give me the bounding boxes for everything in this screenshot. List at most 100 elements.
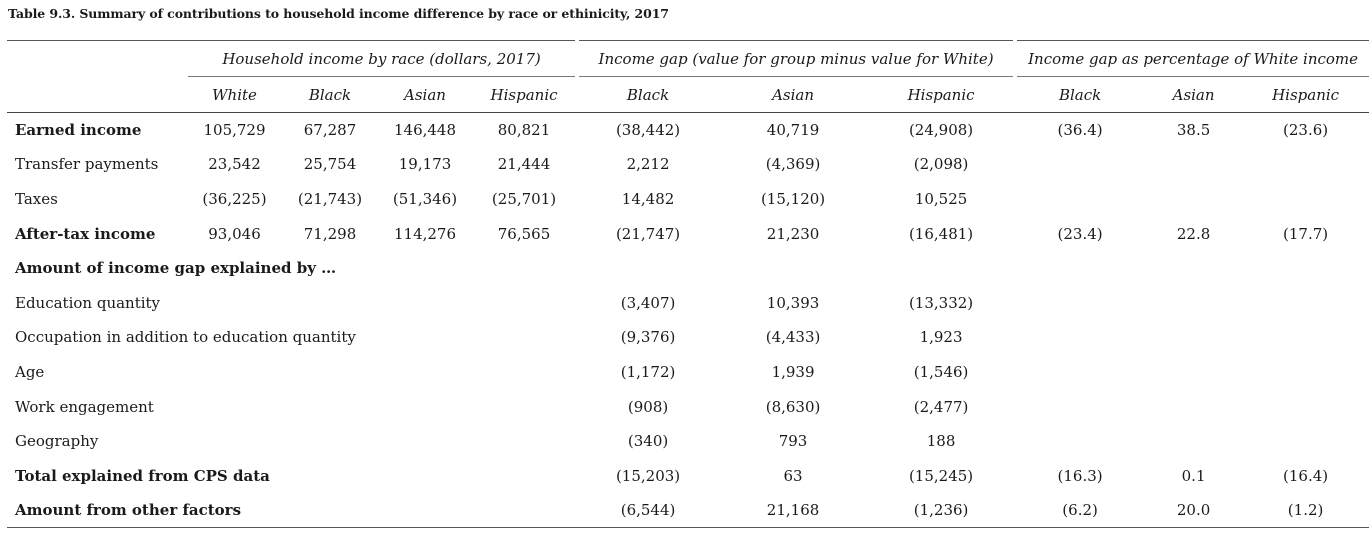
table-cell: 63 — [783, 466, 803, 485]
table-row: After-tax income 93,046 71,298 114,276 76,56… — [7, 216, 1369, 251]
table-cell — [1145, 355, 1242, 390]
table-cell: 1,939 — [771, 362, 815, 381]
table-cell: (38,442) — [615, 121, 681, 140]
col-header-gap-black: Black — [577, 76, 720, 113]
col-header-gap-asian: Asian — [719, 76, 868, 113]
row-label: Work engagement — [15, 397, 154, 416]
table-body: Earned income 105,729 67,287 146,448 80,821 (… — [7, 113, 1370, 529]
table-cell — [471, 458, 577, 493]
table-cell: (21,743) — [297, 189, 363, 208]
table-cell: (8,630) — [765, 397, 821, 416]
table-cell: (24,908) — [908, 121, 974, 140]
table-cell: (23.6) — [1283, 121, 1329, 140]
table-cell: 21,168 — [719, 493, 868, 529]
table-cell — [379, 424, 471, 459]
table-row: Total explained from CPS data (15,203) 63 (… — [7, 458, 1369, 493]
row-label: Amount of income gap explained by … — [15, 259, 337, 278]
table-cell — [1242, 285, 1369, 320]
table-cell — [471, 424, 577, 459]
table-cell: (51,346) — [392, 189, 458, 208]
table-cell: 38.5 — [1176, 121, 1211, 140]
table-cell — [379, 458, 471, 493]
table-cell: 105,729 — [203, 121, 266, 140]
row-label: Earned income — [15, 121, 142, 140]
table-cell — [188, 285, 281, 320]
table-cell — [281, 285, 379, 320]
table-cell — [281, 389, 379, 424]
table-cell — [471, 251, 577, 286]
table-row: Earned income 105,729 67,287 146,448 80,821 (… — [7, 113, 1369, 148]
table-cell: 80,821 — [497, 121, 551, 140]
table-cell: (9,376) — [620, 328, 676, 347]
table-cell: (1,236) — [867, 493, 1016, 529]
table-cell — [1015, 251, 1145, 286]
col-header-asian: Asian — [379, 76, 471, 113]
table-cell: 793 — [778, 432, 808, 451]
table-cell — [471, 320, 577, 355]
table-row: Transfer payments 23,542 25,754 19,173 21,44… — [7, 147, 1369, 182]
table-cell: (6.2) — [1015, 493, 1146, 529]
table-cell — [1145, 424, 1242, 459]
table-cell — [188, 355, 281, 390]
table-cell: (3,407) — [620, 293, 676, 312]
table-cell: (340) — [627, 432, 669, 451]
table-cell: 67,287 — [303, 121, 357, 140]
table-cell — [1242, 182, 1369, 217]
table-cell: (6,544) — [577, 493, 720, 529]
table-cell — [188, 493, 281, 529]
empty-corner — [7, 40, 188, 77]
table-cell: 19,173 — [398, 155, 452, 174]
table-cell: (36,225) — [202, 189, 267, 208]
col-header-hispanic: Hispanic — [471, 76, 578, 113]
table-cell — [1145, 285, 1242, 320]
table-cell — [379, 251, 471, 286]
col-header-white: White — [188, 76, 281, 113]
table-cell: (16.4) — [1283, 466, 1329, 485]
group-income-gap: Income gap (value for group minus value … — [575, 40, 1016, 77]
table-cell — [281, 355, 379, 390]
row-label: Education quantity — [15, 293, 161, 312]
table-cell — [1242, 251, 1369, 286]
table-cell: (1.2) — [1242, 493, 1370, 529]
table-cell: 25,754 — [303, 155, 357, 174]
table-cell: (1,172) — [620, 362, 676, 381]
row-label: Age — [15, 362, 45, 381]
table-cell: 40,719 — [766, 121, 820, 140]
table-cell — [379, 355, 471, 390]
table-cell: 23,542 — [208, 155, 261, 174]
col-header-pct-asian: Asian — [1145, 76, 1243, 113]
table-cell: 146,448 — [393, 121, 457, 140]
table-cell: (17.7) — [1283, 224, 1329, 243]
row-label: Geography — [15, 432, 99, 451]
table-cell — [281, 493, 379, 529]
table-cell — [188, 389, 281, 424]
table-cell: (25,701) — [491, 189, 557, 208]
table-cell: (2,098) — [913, 155, 969, 174]
col-header-gap-hispanic: Hispanic — [867, 76, 1016, 113]
income-table: Household income by race (dollars, 2017)… — [7, 40, 1370, 529]
table-cell: 93,046 — [208, 224, 261, 243]
table-cell: (4,433) — [765, 328, 821, 347]
table-cell — [1145, 147, 1242, 182]
table-cell: (15,120) — [760, 189, 826, 208]
table-row: Age (1,172) 1,939 (1,546) — [7, 355, 1369, 390]
table-cell: 71,298 — [303, 224, 357, 243]
table-cell — [1015, 389, 1145, 424]
table-cell — [1015, 147, 1145, 182]
table-cell — [1145, 389, 1242, 424]
table-cell — [1145, 251, 1242, 286]
table-cell: 14,482 — [621, 189, 675, 208]
table-cell: 2,212 — [626, 155, 670, 174]
group-income-gap-label: Income gap (value for group minus value … — [598, 49, 994, 68]
table-cell: 10,393 — [766, 293, 820, 312]
table-cell: 0.1 — [1181, 466, 1206, 485]
row-label: Amount from other factors — [7, 493, 241, 529]
table-cell: (908) — [627, 397, 669, 416]
table-cell: (16,481) — [908, 224, 974, 243]
row-label: Taxes — [15, 189, 58, 208]
table-row: Geography (340) 793 188 — [7, 424, 1369, 459]
row-label: Transfer payments — [15, 155, 159, 174]
table-row: Amount from other factors (6,544) 21,168 (1… — [7, 493, 1370, 529]
table-cell: (4,369) — [765, 155, 821, 174]
table-cell — [471, 389, 577, 424]
